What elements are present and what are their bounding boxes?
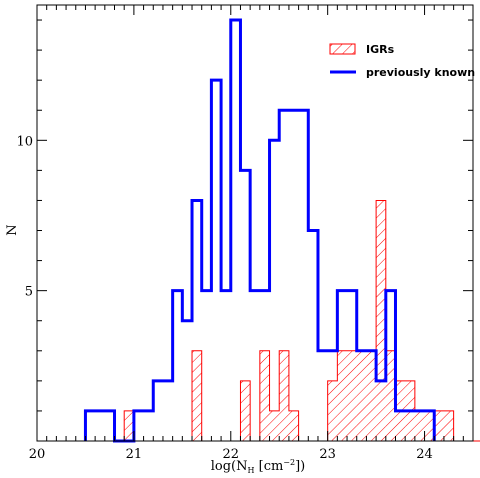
igr-bar [356, 350, 367, 441]
igr-bar [269, 410, 280, 441]
igr-bar [240, 380, 251, 441]
y-tick-label: 5 [25, 285, 33, 300]
labels-layer: 20 21 22 23 24 5 10 [16, 134, 432, 462]
igr-bar [366, 350, 377, 441]
igr-bar [443, 410, 454, 441]
igr-bar [288, 410, 299, 441]
igr-bar [192, 350, 202, 441]
igr-bar [376, 200, 386, 441]
plot-frame [36, 4, 474, 442]
legend-swatch-igrs [329, 43, 356, 55]
known-series-line [83, 18, 436, 443]
legend-label-known: previously known [366, 66, 475, 79]
y-tick-label: 10 [16, 134, 33, 149]
igr-bar [385, 350, 396, 441]
x-tick-label: 24 [416, 447, 433, 462]
igr-bar [259, 350, 270, 441]
igr-bar [124, 410, 134, 441]
x-tick-label: 20 [29, 447, 46, 462]
x-tick-label: 22 [223, 447, 240, 462]
igr-bar [347, 350, 357, 441]
igr-bar [424, 410, 435, 441]
legend-label-igrs: IGRs [366, 43, 395, 56]
igr-bar [337, 350, 348, 441]
igr-bar [279, 350, 289, 441]
x-tick-label: 23 [319, 447, 336, 462]
series-layer [83, 18, 480, 443]
igr-bar [434, 410, 444, 441]
x-axis-label: log(NH [cm−2]) [211, 458, 306, 475]
axes-layer [36, 4, 474, 442]
igr-bar [414, 410, 425, 441]
legend: IGRs previously known [329, 43, 475, 79]
igr-outline [123, 199, 480, 442]
y-axis-label: N [5, 224, 20, 235]
igr-bar [327, 380, 338, 441]
x-tick-label: 21 [126, 447, 143, 462]
